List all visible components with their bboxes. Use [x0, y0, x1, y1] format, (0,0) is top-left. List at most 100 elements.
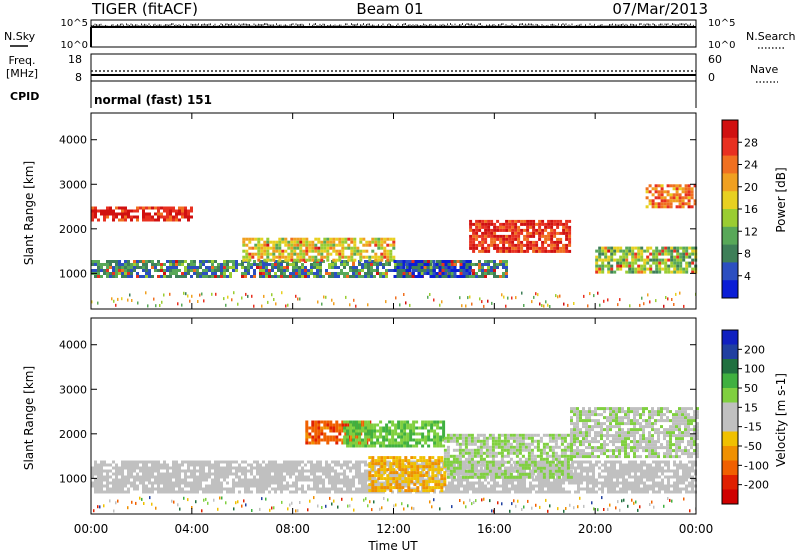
heatmap-cell: [166, 469, 169, 473]
heatmap-cell: [280, 269, 283, 272]
heatmap-cell: [106, 484, 109, 488]
heatmap-cell: [481, 219, 485, 223]
heatmap-cell: [364, 272, 367, 275]
heatmap-cell: [559, 249, 563, 253]
heatmap-cell: [485, 451, 489, 455]
heatmap-cell: [424, 441, 428, 445]
heatmap-cell: [676, 487, 679, 491]
heatmap-cell: [643, 258, 647, 262]
heatmap-cell: [154, 460, 157, 464]
heatmap-cell: [178, 469, 181, 473]
heatmap-cell: [127, 212, 130, 216]
heatmap-cell: [287, 255, 291, 259]
heatmap-cell: [280, 484, 283, 488]
heatmap-cell: [496, 228, 500, 232]
heatmap-cell: [368, 243, 372, 247]
heatmap-cell: [296, 258, 300, 262]
heatmap-cell: [257, 237, 261, 241]
heatmap-cell: [563, 433, 567, 437]
heatmap-cell: [254, 243, 258, 247]
heatmap-cell: [538, 478, 541, 482]
heatmap-cell: [565, 237, 569, 241]
heatmap-cell: [562, 487, 565, 491]
heatmap-cell: [526, 490, 529, 494]
heatmap-cell: [579, 431, 582, 435]
heatmap-cell: [416, 465, 420, 469]
heatmap-cell: [649, 478, 652, 482]
heatmap-cell: [685, 249, 689, 253]
heatmap-cell: [482, 436, 486, 440]
heatmap-cell: [148, 475, 151, 479]
heatmap-cell: [377, 459, 381, 463]
noise-cell: [333, 302, 335, 306]
heatmap-cell: [373, 429, 377, 433]
heatmap-cell: [115, 275, 118, 278]
heatmap-cell: [308, 432, 312, 436]
heatmap-cell: [535, 231, 539, 235]
heatmap-cell: [355, 275, 358, 278]
heatmap-cell: [554, 469, 558, 473]
heatmap-cell: [223, 475, 226, 479]
heatmap-cell: [205, 478, 208, 482]
heatmap-cell: [685, 487, 688, 491]
heatmap-cell: [133, 260, 136, 263]
heatmap-cell: [292, 269, 295, 272]
heatmap-cell: [314, 432, 318, 436]
heatmap-cell: [361, 266, 364, 269]
heatmap-cell: [157, 215, 160, 219]
heatmap-cell: [586, 460, 589, 464]
heatmap-cell: [259, 266, 262, 269]
heatmap-cell: [133, 263, 136, 266]
heatmap-cell: [293, 249, 297, 253]
heatmap-cell: [610, 484, 613, 488]
heatmap-cell: [481, 234, 485, 238]
heatmap-cell: [145, 475, 148, 479]
heatmap-cell: [145, 487, 148, 491]
heatmap-cell: [343, 481, 346, 485]
heatmap-cell: [503, 460, 507, 464]
heatmap-cell: [260, 246, 264, 250]
heatmap-cell: [97, 490, 100, 494]
heatmap-cell: [296, 240, 300, 244]
heatmap-cell: [355, 444, 359, 448]
heatmap-cell: [263, 249, 267, 253]
noise-cell: [155, 304, 157, 308]
heatmap-cell: [667, 264, 671, 268]
heatmap-cell: [494, 460, 498, 464]
noise-cell: [521, 291, 523, 295]
heatmap-cell: [427, 260, 430, 263]
heatmap-cell: [538, 246, 542, 250]
heatmap-cell: [475, 231, 479, 235]
heatmap-cell: [403, 426, 407, 430]
heatmap-cell: [271, 460, 274, 464]
heatmap-cell: [455, 454, 459, 458]
heatmap-cell: [691, 270, 695, 274]
heatmap-cell: [242, 243, 246, 247]
heatmap-cell: [352, 463, 355, 467]
heatmap-cell: [199, 263, 202, 266]
heatmap-cell: [691, 267, 695, 271]
heatmap-cell: [91, 260, 94, 263]
heatmap-cell: [619, 469, 622, 473]
heatmap-cell: [187, 481, 190, 485]
heatmap-cell: [640, 472, 643, 476]
heatmap-cell: [521, 439, 525, 443]
heatmap-cell: [610, 463, 613, 467]
heatmap-cell: [437, 462, 441, 466]
heatmap-cell: [595, 264, 599, 268]
heatmap-cell: [496, 263, 499, 266]
heatmap-cell: [310, 466, 313, 470]
heatmap-cell: [530, 448, 534, 452]
heatmap-cell: [433, 263, 436, 266]
noise-cell: [385, 300, 387, 304]
heatmap-cell: [459, 260, 463, 263]
heatmap-cell: [413, 483, 417, 487]
heatmap-cell: [274, 463, 277, 467]
heatmap-cell: [269, 252, 273, 256]
heatmap-cell: [691, 478, 694, 482]
heatmap-cell: [202, 466, 205, 470]
heatmap-cell: [658, 460, 661, 464]
heatmap-cell: [447, 263, 451, 266]
heatmap-cell: [352, 466, 355, 470]
heatmap-cell: [338, 252, 342, 256]
